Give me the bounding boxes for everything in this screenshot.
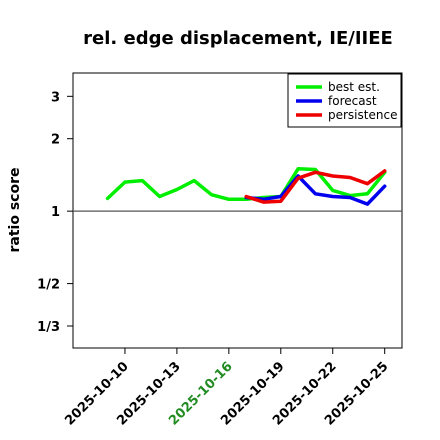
legend-entry: persistence bbox=[328, 108, 397, 122]
y-axis-label: ratio score bbox=[7, 168, 23, 253]
y-tick-label: 1/2 bbox=[37, 278, 60, 293]
plot-frame bbox=[72, 72, 403, 349]
legend-entry: best est. bbox=[328, 80, 380, 94]
legend-entry: forecast bbox=[328, 94, 377, 108]
series-line-persistence bbox=[244, 169, 387, 204]
chart-title: rel. edge displacement, IE/IIEE bbox=[83, 28, 393, 49]
series-line-best-est bbox=[105, 167, 387, 202]
series-line-forecast bbox=[244, 174, 387, 206]
y-tick-label: 3 bbox=[51, 90, 60, 105]
y-tick-label: 2 bbox=[51, 133, 60, 148]
y-tick-label: 1/3 bbox=[37, 320, 60, 335]
y-tick-label: 1 bbox=[51, 205, 60, 220]
